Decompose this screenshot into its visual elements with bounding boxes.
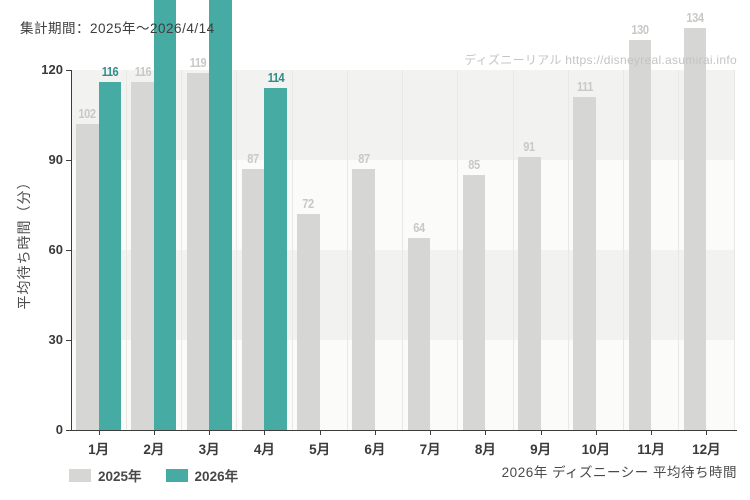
bar-2025年-12月 [683,28,707,430]
month-gridline [457,70,459,430]
x-tick-mark [540,431,542,435]
bar-2025年-5月 [297,214,320,430]
x-tick-label-4: 4月 [253,442,275,457]
bar-2025年-10月 [573,97,596,430]
x-tick-mark [485,431,487,435]
bar-value-2025年-2月: 116 [134,64,151,79]
chart-footer-caption: 2026年 ディズニーシー 平均待ち時間 [501,465,737,480]
bar-2025年-7月 [407,238,431,430]
bar-value-2025年-9月: 91 [523,139,536,154]
bar-2026年-4月 [264,88,287,430]
bar-value-2025年-7月: 64 [413,220,425,235]
legend-swatch-2026 [165,468,188,482]
bar-2025年-3月 [186,73,210,430]
bar-value-2025年-6月: 87 [357,151,370,166]
legend-item-2026[interactable]: 2026年 [165,465,239,485]
bar-value-2025年-10月: 111 [576,79,593,94]
bar-2025年-2月 [131,82,154,430]
month-gridline [346,70,348,430]
month-gridline [402,70,403,430]
x-tick-mark [319,431,321,435]
month-gridline [236,70,238,430]
y-tick-mark [66,430,71,431]
month-gridline [291,70,293,430]
month-gridline [567,70,569,430]
legend-item-2025[interactable]: 2025年 [69,465,142,485]
y-tick-mark [66,250,71,251]
bar-2025年-1月 [76,124,99,430]
bar-value-2025年-5月: 72 [302,196,315,211]
plot-background [71,70,735,430]
x-tick-mark [209,431,211,435]
x-tick-label-10: 10月 [581,442,611,457]
x-tick-mark [706,431,708,435]
month-gridline [733,70,735,430]
y-tick-mark [66,70,71,71]
y-tick-label: 120 [41,62,63,77]
x-tick-label-5: 5月 [309,442,331,457]
month-gridline [678,70,680,430]
bar-2025年-4月 [241,169,265,430]
y-tick-label: 30 [48,332,63,347]
x-tick-mark [264,431,266,435]
bar-2025年-6月 [352,169,375,430]
y-axis-line [71,70,72,431]
bar-value-2025年-4月: 87 [247,151,259,166]
bar-2026年-2月 [153,0,177,430]
bar-value-2025年-1月: 102 [78,106,97,121]
bar-2025年-9月 [518,157,541,430]
legend-label-2025: 2025年 [98,469,142,484]
x-tick-label-12: 12月 [692,442,721,457]
bar-value-2025年-8月: 85 [468,157,480,172]
x-tick-label-3: 3月 [198,442,220,457]
x-tick-mark [98,431,100,435]
month-gridline [181,70,182,430]
x-tick-label-7: 7月 [419,442,441,457]
x-tick-mark [430,431,432,435]
x-tick-label-2: 2月 [143,442,165,457]
bar-2025年-11月 [628,40,652,430]
y-tick-label: 0 [55,422,63,437]
x-tick-label-1: 1月 [88,442,110,457]
x-tick-mark [374,431,376,435]
month-gridline [512,70,514,430]
x-tick-mark [595,431,597,435]
x-tick-mark [651,431,653,435]
y-tick-mark [66,160,71,161]
site-watermark: ディズニーリアル https://disneyreal.asumirai.inf… [464,53,737,67]
x-axis-line [71,430,737,431]
bar-value-2025年-11月: 130 [631,22,649,37]
x-tick-label-8: 8月 [474,442,496,457]
aggregation-period-title: 集計期間：2025年〜2026/4/14 [20,21,215,36]
bar-2026年-3月 [209,0,232,430]
month-gridline [125,70,127,430]
bar-value-2026年-1月: 116 [101,64,119,79]
x-tick-mark [153,431,155,435]
bar-value-2026年-4月: 114 [267,70,284,85]
x-tick-label-11: 11月 [637,442,666,457]
legend-swatch-2025 [69,468,91,482]
bar-2025年-8月 [462,175,486,430]
month-gridline [623,70,624,430]
y-tick-mark [66,340,71,341]
bar-value-2025年-12月: 134 [686,10,705,25]
legend-label-2026: 2026年 [194,469,239,484]
y-tick-label: 90 [48,152,63,167]
bars-layer: 102 116 119 87 72 87 64 85 91 111 130 134 116 114 [71,0,734,430]
y-tick-label: 60 [48,242,63,257]
x-tick-label-6: 6月 [364,442,386,457]
x-tick-label-9: 9月 [530,442,552,457]
bar-2026年-1月 [98,82,122,430]
bar-value-2025年-3月: 119 [189,55,207,70]
chart-legend: 2025年 2026年 [69,465,262,485]
